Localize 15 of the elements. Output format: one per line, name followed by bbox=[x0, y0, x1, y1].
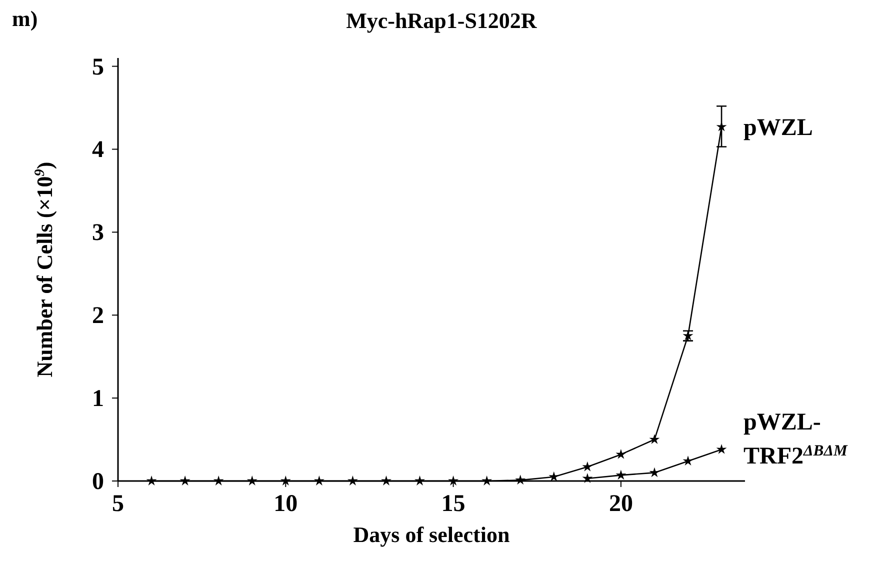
x-tick-label: 5 bbox=[112, 491, 124, 517]
x-axis-title: Days of selection bbox=[353, 522, 510, 547]
text: m) bbox=[12, 6, 38, 31]
y-tick-label: 3 bbox=[92, 220, 104, 246]
chart-title: Myc-hRap1-S1202R bbox=[346, 8, 538, 33]
x-tick-label: 15 bbox=[441, 491, 466, 517]
x-tick-label: 10 bbox=[274, 491, 298, 517]
y-tick-label: 0 bbox=[92, 469, 104, 495]
y-tick-label: 1 bbox=[92, 386, 104, 412]
y-tick-label: 2 bbox=[92, 303, 104, 330]
x-tick-label: 20 bbox=[608, 491, 633, 517]
series-label: pWZL-TRF2$^{ΔBΔM}$ bbox=[744, 409, 848, 470]
y-tick-label: 5 bbox=[92, 54, 104, 80]
series-label: pWZL bbox=[744, 114, 813, 141]
y-tick-label: 4 bbox=[92, 137, 104, 164]
